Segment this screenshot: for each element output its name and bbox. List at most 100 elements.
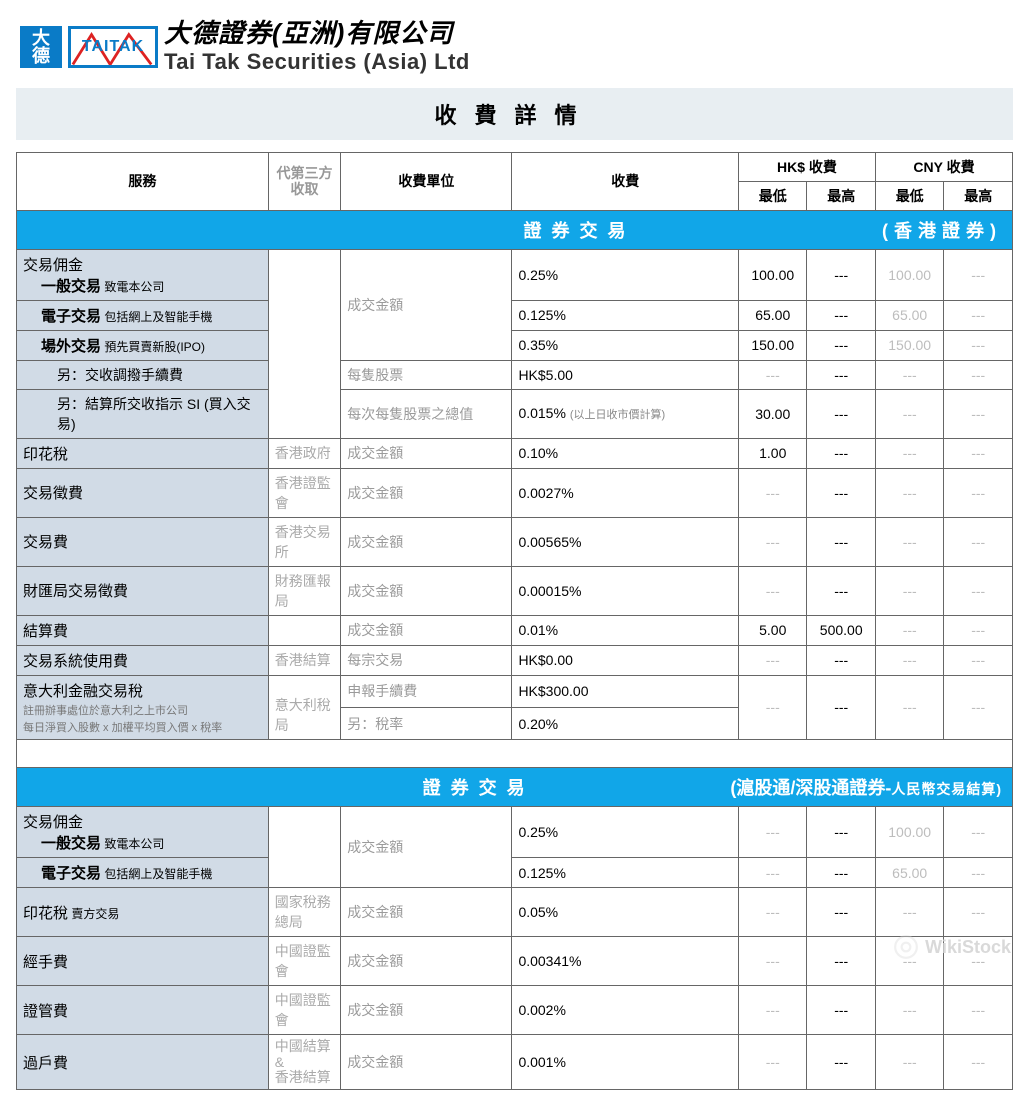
svc-note: 包括網上及智能手機 (101, 867, 212, 881)
svc-text: 交易費 (23, 534, 68, 551)
table-row: 電子交易 包括網上及智能手機 0.125% --- --- 65.00 --- (17, 858, 1013, 888)
svc-text: 證管費 (23, 1003, 68, 1020)
table-row: 過戶費 中國結算 & 香港結算 成交金額 0.001% --- --- --- … (17, 1035, 1013, 1090)
section-connect-securities: 證券交易 (滬股通/深股通證券-人民幣交易結算) (17, 768, 1013, 807)
cell-unit: 成交金額 (341, 986, 512, 1035)
company-header: 大 德 TAITAK 大德證券(亞洲)有限公司 Tai Tak Securiti… (16, 10, 1013, 88)
cell-service: 意大利金融交易稅 註冊辦事處位於意大利之上市公司 每日淨買入股數 x 加權平均買… (17, 675, 269, 740)
logo-char-top: 大 (32, 29, 50, 47)
col-fee: 收費 (512, 152, 739, 210)
cell-fee: 0.00341% (512, 937, 739, 986)
svc-footnote: 每日淨買入股數 x 加權平均買入價 x 稅率 (23, 722, 222, 734)
svc-bold: 電子交易 (41, 865, 101, 882)
cell-fee: 0.00015% (512, 566, 739, 615)
section2-sub-small: 人民幣交易結算) (891, 781, 1002, 797)
cell-cny-max: --- (944, 1035, 1013, 1090)
cell-service: 印花稅 賣方交易 (17, 888, 269, 937)
cell-cny-max: --- (944, 517, 1013, 566)
cell-unit: 每次每隻股票之總值 (341, 389, 512, 438)
cell-hk-max: --- (807, 249, 875, 300)
col-3p-l2: 收取 (291, 181, 319, 197)
cell-service: 另：結算所交收指示 SI (買入交易) (17, 389, 269, 438)
table-row: 交易系統使用費 香港結算 每宗交易 HK$0.00 --- --- --- --… (17, 645, 1013, 675)
cell-service: 電子交易 包括網上及智能手機 (17, 300, 269, 330)
cell-third-party: 香港交易所 (268, 517, 341, 566)
cell-service: 場外交易 預先買賣新股(IPO) (17, 330, 269, 360)
svc-note: 致電本公司 (101, 837, 164, 851)
cell-fee: 0.125% (512, 858, 739, 888)
cell-cny-max: --- (944, 566, 1013, 615)
cell-cny-max: --- (944, 360, 1013, 389)
cell-fee: HK$0.00 (512, 645, 739, 675)
svc-note: 預先買賣新股(IPO) (101, 340, 205, 354)
cell-hk-min: --- (739, 566, 807, 615)
svc-text: 印花稅 (23, 446, 68, 463)
cell-third-party: 國家稅務總局 (268, 888, 341, 937)
cell-unit: 成交金額 (341, 438, 512, 468)
cell-hk-min: 65.00 (739, 300, 807, 330)
cell-hk-max: 500.00 (807, 615, 875, 645)
cell-fee: 0.01% (512, 615, 739, 645)
cell-hk-max: --- (807, 517, 875, 566)
cell-hk-min: --- (739, 645, 807, 675)
col-hk-group: HK$ 收費 (739, 152, 876, 181)
svc-footnote: 註冊辦事處位於意大利之上市公司 (23, 705, 188, 717)
cell-hk-min: 150.00 (739, 330, 807, 360)
cell-cny-min: --- (875, 888, 943, 937)
logo-text: TAITAK (82, 38, 144, 56)
cell-cny-min: --- (875, 986, 943, 1035)
cell-unit: 申報手續費 (341, 675, 512, 707)
cell-fee: 0.00565% (512, 517, 739, 566)
cell-hk-min: --- (739, 675, 807, 740)
cell-fee: 0.05% (512, 888, 739, 937)
cell-third-party: 中國結算 & 香港結算 (268, 1035, 341, 1090)
company-name-zh: 大德證券(亞洲)有限公司 (164, 18, 470, 49)
fee-note: (以上日收市價計算) (570, 409, 665, 421)
cell-cny-max: --- (944, 937, 1013, 986)
svc-bold: 場外交易 (41, 338, 101, 355)
svc-text: 意大利金融交易稅 (23, 683, 143, 700)
cell-fee: 0.25% (512, 807, 739, 858)
cell-cny-max: --- (944, 675, 1013, 740)
tp-line2: 香港結算 (275, 1069, 331, 1085)
cell-cny-min: --- (875, 517, 943, 566)
cell-hk-max: --- (807, 937, 875, 986)
table-row: 另：交收調撥手續費 每隻股票 HK$5.00 --- --- --- --- (17, 360, 1013, 389)
col-third-party: 代第三方 收取 (268, 152, 341, 210)
svc-bold: 一般交易 (41, 835, 101, 852)
cell-hk-min: 5.00 (739, 615, 807, 645)
col-cny-group: CNY 收費 (875, 152, 1012, 181)
cell-cny-min: --- (875, 937, 943, 986)
cell-hk-min: --- (739, 360, 807, 389)
cell-service: 另：交收調撥手續費 (17, 360, 269, 389)
cell-fee: 0.0027% (512, 468, 739, 517)
cell-cny-min: --- (875, 566, 943, 615)
cell-third-party: 中國證監會 (268, 986, 341, 1035)
cell-third-party: 意大利稅局 (268, 675, 341, 740)
section1-title: 證券交易 (27, 217, 882, 243)
col-unit: 收費單位 (341, 152, 512, 210)
cell-fee: 0.002% (512, 986, 739, 1035)
cell-hk-max: --- (807, 888, 875, 937)
col-service: 服務 (17, 152, 269, 210)
cell-fee: HK$5.00 (512, 360, 739, 389)
col-cny-min: 最低 (875, 181, 943, 210)
cell-hk-max: --- (807, 360, 875, 389)
svc-text: 交易系統使用費 (23, 653, 128, 670)
cell-unit: 成交金額 (341, 615, 512, 645)
cell-unit: 成交金額 (341, 468, 512, 517)
table-row: 印花稅 香港政府 成交金額 0.10% 1.00 --- --- --- (17, 438, 1013, 468)
table-row: 交易徵費 香港證監會 成交金額 0.0027% --- --- --- --- (17, 468, 1013, 517)
cell-unit: 每隻股票 (341, 360, 512, 389)
company-name-en: Tai Tak Securities (Asia) Ltd (164, 49, 470, 75)
cell-cny-min: 100.00 (875, 807, 943, 858)
tp-line1: 中國結算 & (275, 1038, 331, 1069)
section2-subtitle: (滬股通/深股通證券-人民幣交易結算) (730, 774, 1002, 800)
cell-cny-min: 65.00 (875, 300, 943, 330)
cell-service: 交易佣金 一般交易 致電本公司 (17, 249, 269, 300)
cell-third-party: 香港證監會 (268, 468, 341, 517)
cell-cny-max: --- (944, 986, 1013, 1035)
svc-text: 過戶費 (23, 1055, 68, 1072)
svc-note: 賣方交易 (68, 907, 119, 921)
logo-char-bot: 德 (32, 47, 50, 65)
